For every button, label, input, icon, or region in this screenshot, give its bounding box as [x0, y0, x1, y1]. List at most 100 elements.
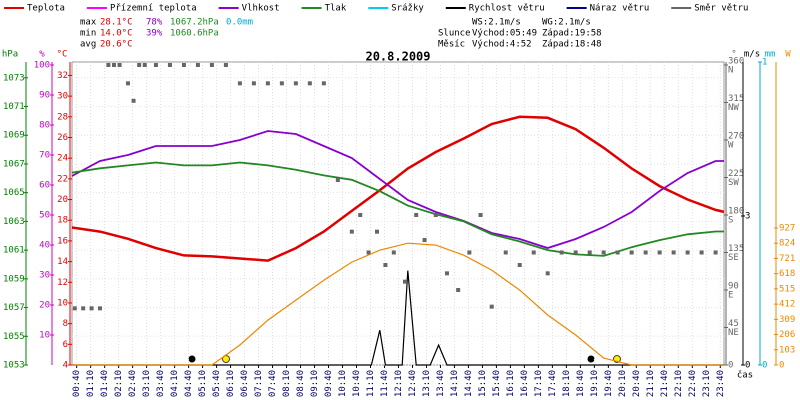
y-tick-direction: W	[728, 141, 734, 151]
moonset-icon	[587, 355, 595, 363]
wind-direction-point	[422, 238, 427, 242]
y-tick-label: 180	[728, 207, 744, 217]
wind-direction-point	[321, 81, 326, 86]
wind-direction-point	[153, 63, 158, 67]
y-tick-label: 12	[57, 278, 68, 288]
y-tick-label: 8	[63, 319, 68, 329]
y-tick-label: 90	[39, 91, 50, 101]
wind-direction-point	[375, 229, 380, 234]
wind-direction-point	[713, 250, 718, 255]
wind-direction-point	[444, 271, 449, 276]
wind-direction-point	[456, 288, 461, 292]
y-tick-label: 40	[39, 241, 50, 251]
y-tick-label: 309	[779, 315, 795, 325]
x-tick-label: 20:10	[618, 370, 628, 397]
y-tick-label: 10	[39, 331, 50, 341]
x-tick-label: 13:40	[436, 370, 446, 397]
wind-direction-point	[478, 213, 483, 217]
wind-direction-point	[358, 213, 363, 217]
x-tick-label: 19:40	[604, 370, 614, 397]
stats-value: 78%	[146, 18, 163, 28]
wind-direction-point	[181, 63, 186, 67]
y-tick-label: 824	[779, 239, 795, 249]
wind-direction-point	[601, 250, 606, 255]
y-tick-label: 412	[779, 300, 795, 310]
x-tick-label: 04:40	[184, 370, 194, 397]
y-tick-label: 45	[728, 319, 739, 329]
stats-label: min	[80, 29, 96, 39]
wind-direction-point	[72, 306, 77, 311]
y-tick-label: 721	[779, 254, 795, 264]
x-tick-label: 15:10	[478, 370, 488, 397]
wind-direction-point	[517, 263, 522, 267]
x-tick-label: 10:40	[352, 370, 362, 397]
wind-direction-point	[131, 98, 136, 103]
y-tick-label: 206	[779, 330, 795, 340]
wind-direction-point	[251, 81, 256, 86]
legend-label: Srážky	[391, 4, 424, 14]
wind-direction-point	[685, 250, 690, 255]
x-tick-label: 05:40	[212, 370, 222, 397]
series-line	[71, 130, 724, 249]
y-tick-direction: S	[728, 216, 733, 226]
y-tick-label: 0	[745, 361, 750, 371]
x-tick-label: 01:40	[100, 370, 110, 397]
y-tick-label: 14	[57, 257, 68, 267]
x-tick-label: 16:10	[506, 370, 516, 397]
y-tick-label: 60	[39, 181, 50, 191]
x-tick-label: 09:10	[310, 370, 320, 397]
y-tick-label: 4	[63, 361, 68, 371]
moonrise-icon	[188, 355, 196, 363]
x-axis-label: čas	[737, 370, 753, 381]
y-axis-unit: °	[731, 50, 736, 60]
x-tick-label: 22:10	[674, 370, 684, 397]
wind-direction-point	[366, 250, 371, 255]
y-tick-label: 1069	[3, 131, 25, 141]
wind-direction-point	[657, 250, 662, 255]
wind-direction-point	[414, 213, 419, 217]
y-tick-label: 1057	[3, 303, 25, 313]
y-tick-label: 3	[745, 211, 750, 221]
wind-direction-point	[265, 81, 270, 86]
x-tick-label: 00:40	[72, 370, 82, 397]
x-tick-label: 20:40	[632, 370, 642, 397]
y-tick-label: 22	[57, 174, 68, 184]
y-tick-label: 515	[779, 284, 795, 294]
y-axis-unit: %	[39, 50, 45, 60]
x-tick-label: 11:10	[366, 370, 376, 397]
wind-direction-point	[293, 81, 298, 86]
info-text: WG:2.1m/s	[542, 18, 591, 28]
x-tick-label: 16:40	[520, 370, 530, 397]
x-tick-label: 18:10	[562, 370, 572, 397]
x-tick-label: 07:40	[268, 370, 278, 397]
y-tick-label: 90	[728, 282, 739, 292]
wind-direction-point	[335, 178, 340, 182]
wind-direction-point	[209, 63, 214, 67]
wind-direction-point	[195, 63, 200, 67]
wind-direction-point	[545, 271, 550, 276]
wind-direction-point	[142, 63, 147, 67]
x-tick-label: 23:10	[702, 370, 712, 397]
y-tick-label: 927	[779, 223, 795, 233]
x-tick-label: 19:10	[590, 370, 600, 397]
y-tick-direction: SE	[728, 253, 739, 263]
x-tick-label: 03:40	[156, 370, 166, 397]
x-tick-label: 09:40	[324, 370, 334, 397]
wind-direction-point	[89, 306, 94, 311]
y-tick-label: 1063	[3, 217, 25, 227]
stats-label: avg	[80, 40, 96, 50]
x-tick-label: 10:10	[338, 370, 348, 397]
wind-direction-point	[402, 279, 407, 284]
y-tick-label: 103	[779, 345, 795, 355]
x-tick-label: 06:40	[240, 370, 250, 397]
wind-direction-point	[97, 306, 102, 311]
x-tick-label: 23:40	[716, 370, 726, 397]
y-tick-label: 1	[762, 58, 767, 68]
y-tick-label: 0	[779, 361, 784, 371]
y-tick-label: 26	[57, 133, 68, 143]
wind-direction-point	[81, 306, 86, 311]
y-tick-label: 135	[728, 244, 744, 254]
y-tick-label: 10	[57, 298, 68, 308]
x-tick-label: 17:40	[548, 370, 558, 397]
